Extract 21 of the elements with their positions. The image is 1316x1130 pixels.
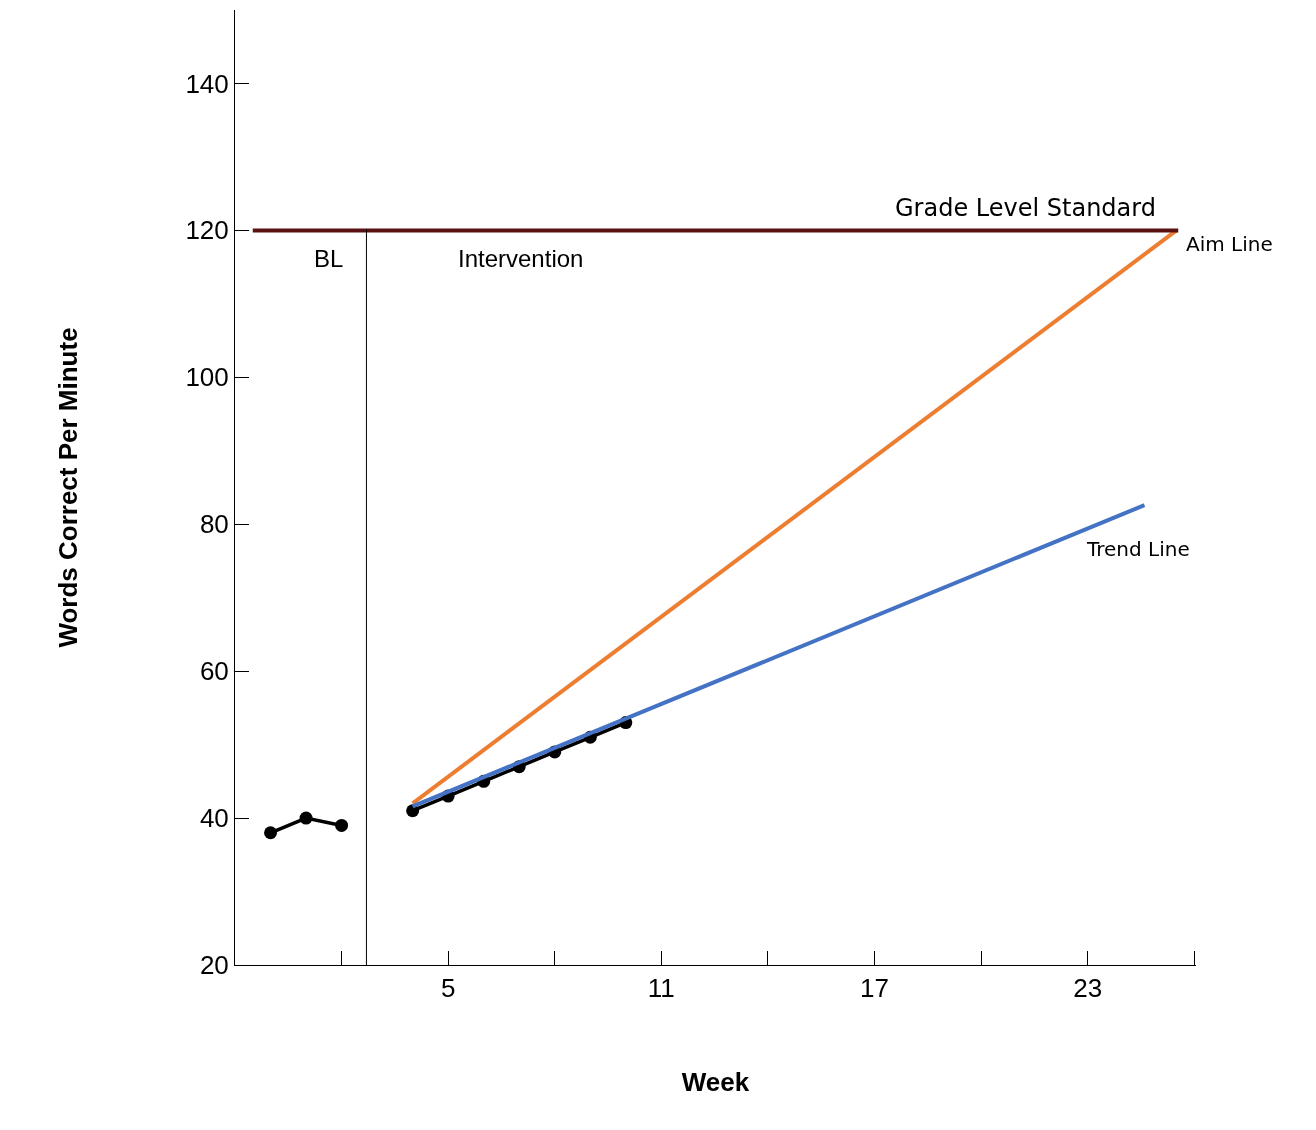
x-tick-label: 23 bbox=[1073, 973, 1103, 1004]
series-label: Aim Line bbox=[1186, 232, 1273, 256]
series-label: Trend Line bbox=[1086, 537, 1190, 561]
y-tick-label: 140 bbox=[185, 68, 229, 99]
y-axis-title: Words Correct Per Minute bbox=[52, 327, 83, 648]
y-tick-label: 40 bbox=[199, 803, 229, 834]
annotation: BL bbox=[314, 245, 344, 272]
y-tick-label: 100 bbox=[185, 362, 229, 393]
y-tick-label: 60 bbox=[199, 656, 229, 687]
x-tick-label: 5 bbox=[440, 973, 456, 1004]
point bbox=[335, 818, 349, 832]
point bbox=[264, 826, 278, 840]
point bbox=[299, 811, 313, 825]
y-tick-label: 20 bbox=[199, 950, 229, 981]
ref-line-label: Grade Level Standard bbox=[895, 194, 1156, 222]
x-axis-title: Week bbox=[681, 1066, 750, 1097]
x-tick-label: 17 bbox=[860, 973, 889, 1004]
y-tick-label: 120 bbox=[185, 215, 229, 246]
y-tick-label: 80 bbox=[199, 509, 229, 540]
x-tick-label: 11 bbox=[647, 973, 675, 1004]
annotation: Intervention bbox=[458, 245, 584, 272]
